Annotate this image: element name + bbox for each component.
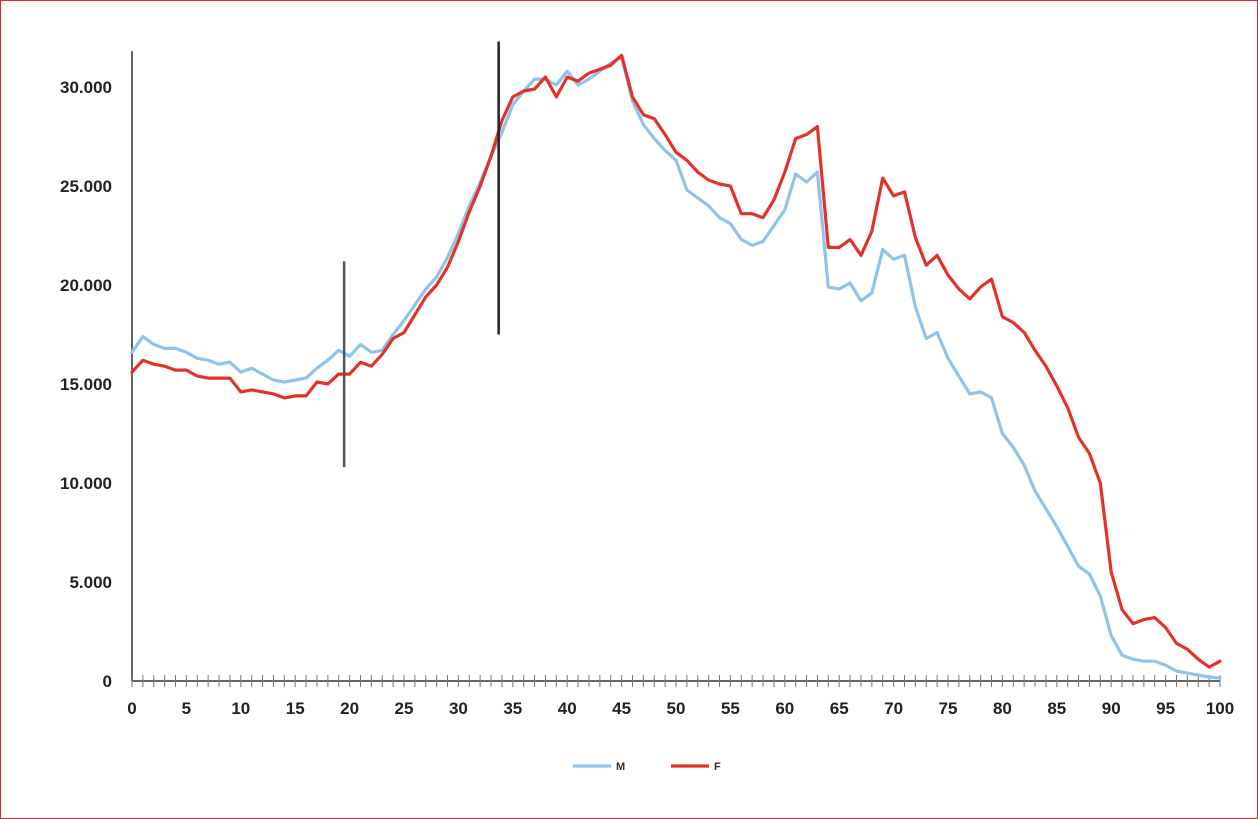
x-tick-label: 5	[182, 699, 191, 718]
x-tick-label: 10	[231, 699, 250, 718]
x-tick-label: 55	[721, 699, 740, 718]
x-tick-label: 20	[340, 699, 359, 718]
x-tick-label: 90	[1102, 699, 1121, 718]
x-tick-label: 35	[503, 699, 522, 718]
x-tick-label: 60	[775, 699, 794, 718]
axes	[131, 51, 1221, 687]
x-tick-label: 65	[830, 699, 849, 718]
x-tick-label: 0	[127, 699, 136, 718]
y-tick-label: 10.000	[60, 474, 112, 493]
x-tick-label: 100	[1206, 699, 1234, 718]
x-tick-label: 40	[558, 699, 577, 718]
x-tick-label: 25	[395, 699, 414, 718]
x-tick-label: 45	[612, 699, 631, 718]
tick-labels: 0 5.000 10.000 15.000 20.000 25.000 30.000 0 5 10…	[60, 78, 1234, 718]
y-tick-label: 30.000	[60, 78, 112, 97]
x-tick-label: 95	[1156, 699, 1175, 718]
x-tick-label: 85	[1047, 699, 1066, 718]
x-tick-label: 50	[667, 699, 686, 718]
x-tick-label: 30	[449, 699, 468, 718]
series-line-f	[130, 53, 1222, 669]
marker-lines	[342, 41, 500, 468]
legend-label-f: F	[714, 761, 721, 773]
y-tick-label: 15.000	[60, 375, 112, 394]
y-tick-label: 25.000	[60, 177, 112, 196]
x-tick-label: 75	[939, 699, 958, 718]
x-tick-label: 15	[286, 699, 305, 718]
series-lines	[130, 53, 1222, 680]
legend-label-m: M	[616, 761, 625, 773]
y-tick-label: 5.000	[69, 573, 112, 592]
y-tick-label: 0	[103, 672, 112, 691]
x-tick-label: 70	[884, 699, 903, 718]
x-tick-label: 80	[993, 699, 1012, 718]
series-line-m	[130, 55, 1222, 680]
y-tick-label: 20.000	[60, 276, 112, 295]
